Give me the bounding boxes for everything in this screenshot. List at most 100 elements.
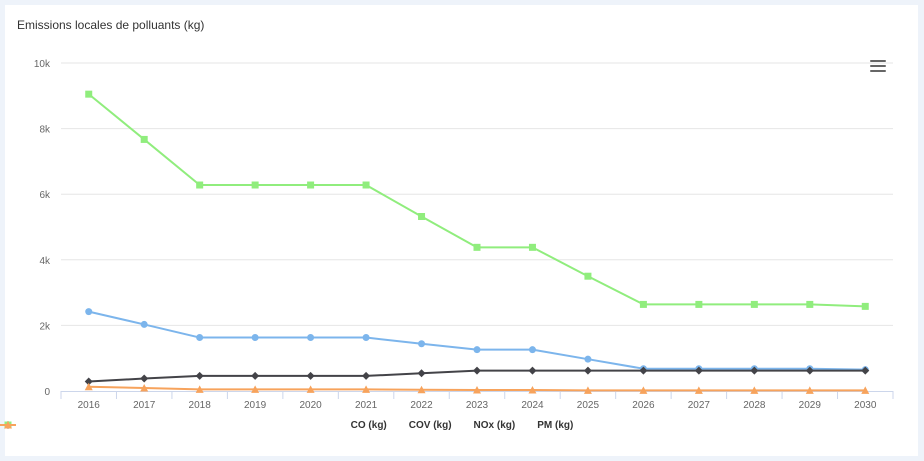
data-point[interactable] bbox=[140, 320, 148, 328]
series-line[interactable] bbox=[88, 310, 866, 371]
y-axis-ticks: 0 2k 4k 6k 8k 10k bbox=[34, 59, 51, 398]
data-point[interactable] bbox=[251, 181, 259, 189]
data-point[interactable] bbox=[307, 181, 315, 189]
legend-item[interactable]: NOx (kg) bbox=[0, 420, 516, 431]
data-point[interactable] bbox=[417, 369, 426, 378]
data-point[interactable] bbox=[583, 366, 592, 375]
data-point[interactable] bbox=[251, 385, 260, 393]
data-point[interactable] bbox=[196, 181, 204, 189]
legend-swatch bbox=[0, 421, 16, 429]
data-point[interactable] bbox=[362, 385, 371, 393]
legend-label: CO (kg) bbox=[350, 420, 387, 431]
y-tick-label: 2k bbox=[39, 321, 51, 332]
x-tick-label: 2016 bbox=[78, 400, 101, 411]
y-tick-label: 6k bbox=[39, 190, 51, 201]
hamburger-menu-icon[interactable] bbox=[870, 60, 886, 74]
data-point[interactable] bbox=[528, 243, 536, 251]
series-3 bbox=[84, 382, 870, 394]
data-point[interactable] bbox=[251, 334, 259, 342]
data-point[interactable] bbox=[473, 243, 481, 251]
series-2 bbox=[85, 90, 869, 310]
x-tick-label: 2025 bbox=[577, 400, 600, 411]
x-tick-label: 2020 bbox=[299, 400, 322, 411]
data-point[interactable] bbox=[861, 386, 870, 394]
data-point[interactable] bbox=[528, 366, 537, 375]
x-tick-label: 2019 bbox=[244, 400, 267, 411]
legend-label: COV (kg) bbox=[408, 420, 452, 431]
data-point[interactable] bbox=[473, 346, 481, 354]
legend-marker[interactable] bbox=[4, 421, 12, 429]
x-tick-label: 2024 bbox=[521, 400, 544, 411]
data-point[interactable] bbox=[84, 382, 93, 391]
data-point[interactable] bbox=[861, 366, 870, 375]
data-point[interactable] bbox=[362, 181, 370, 189]
data-point[interactable] bbox=[140, 384, 149, 392]
y-tick-label: 0 bbox=[44, 387, 50, 398]
x-tick-label: 2027 bbox=[688, 400, 711, 411]
data-point[interactable] bbox=[473, 366, 481, 375]
legend-item[interactable]: PM (kg) bbox=[0, 420, 574, 431]
y-tick-label: 10k bbox=[34, 59, 51, 70]
data-point[interactable] bbox=[584, 272, 592, 280]
data-point[interactable] bbox=[750, 366, 759, 375]
data-point[interactable] bbox=[85, 90, 93, 98]
legend: CO (kg) COV (kg) NOx (kg) PM (kg) bbox=[0, 420, 924, 431]
legend-label: NOx (kg) bbox=[473, 420, 516, 431]
data-point[interactable] bbox=[196, 334, 204, 342]
data-point[interactable] bbox=[805, 366, 814, 375]
x-tick-label: 2017 bbox=[133, 400, 156, 411]
data-point[interactable] bbox=[251, 371, 260, 380]
x-axis: 2016 2017 2018 2019 2020 2021 2022 2023 2024 2025… bbox=[60, 391, 894, 411]
series-1 bbox=[84, 366, 870, 386]
x-tick-label: 2028 bbox=[743, 400, 766, 411]
data-point[interactable] bbox=[306, 385, 315, 393]
data-point[interactable] bbox=[362, 371, 371, 380]
data-point[interactable] bbox=[417, 385, 426, 394]
data-point[interactable] bbox=[694, 386, 703, 394]
data-point[interactable] bbox=[695, 300, 703, 308]
data-point[interactable] bbox=[806, 300, 814, 308]
x-tick-label: 2022 bbox=[410, 400, 433, 411]
x-tick-label: 2021 bbox=[355, 400, 378, 411]
x-tick-label: 2026 bbox=[632, 400, 655, 411]
data-point[interactable] bbox=[750, 300, 758, 308]
x-tick-label: 2018 bbox=[189, 400, 212, 411]
data-point[interactable] bbox=[583, 386, 592, 394]
data-point[interactable] bbox=[528, 346, 536, 354]
legend-item[interactable]: COV (kg) bbox=[0, 420, 452, 431]
data-point[interactable] bbox=[639, 386, 648, 394]
series-0 bbox=[85, 308, 869, 374]
data-point[interactable] bbox=[85, 308, 93, 316]
data-point[interactable] bbox=[750, 386, 759, 394]
x-tick-label: 2030 bbox=[854, 400, 877, 411]
data-point[interactable] bbox=[306, 371, 315, 380]
y-tick-label: 8k bbox=[39, 125, 51, 136]
data-point[interactable] bbox=[694, 366, 703, 375]
data-point[interactable] bbox=[307, 334, 315, 342]
legend-label: PM (kg) bbox=[537, 420, 574, 431]
data-point[interactable] bbox=[140, 135, 148, 143]
y-tick-label: 4k bbox=[39, 256, 51, 267]
data-point[interactable] bbox=[639, 366, 648, 375]
data-point[interactable] bbox=[805, 386, 814, 394]
data-point[interactable] bbox=[195, 385, 204, 393]
series-group bbox=[84, 90, 870, 394]
data-point[interactable] bbox=[362, 334, 370, 342]
data-point[interactable] bbox=[584, 355, 592, 363]
data-point[interactable] bbox=[639, 300, 647, 308]
data-point[interactable] bbox=[418, 340, 426, 348]
chart-title: Emissions locales de polluants (kg) bbox=[17, 18, 205, 32]
data-point[interactable] bbox=[528, 386, 537, 394]
data-point[interactable] bbox=[861, 302, 869, 310]
legend-item[interactable]: CO (kg) bbox=[0, 420, 387, 431]
series-line[interactable] bbox=[88, 93, 866, 308]
data-point[interactable] bbox=[473, 386, 481, 394]
grid-lines bbox=[61, 62, 893, 326]
chart-card bbox=[5, 5, 918, 456]
x-tick-label: 2023 bbox=[466, 400, 489, 411]
data-point[interactable] bbox=[140, 374, 149, 383]
data-point[interactable] bbox=[195, 371, 204, 380]
data-point[interactable] bbox=[84, 377, 93, 386]
data-point[interactable] bbox=[418, 213, 426, 221]
